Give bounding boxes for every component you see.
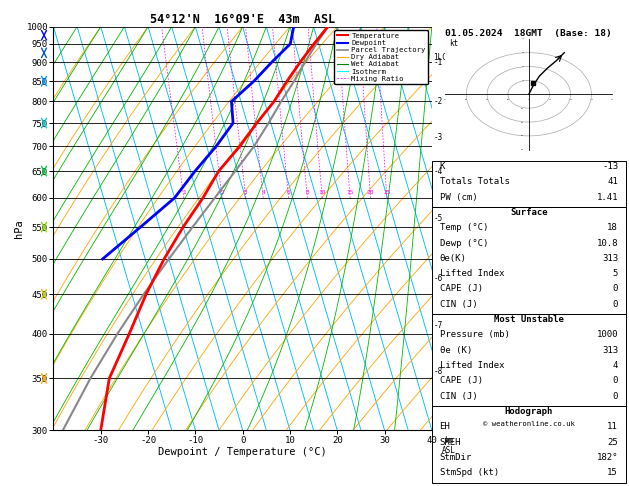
Text: -3: -3 [433, 133, 442, 142]
Text: StmDir: StmDir [440, 453, 472, 462]
Text: 313: 313 [602, 254, 618, 263]
Text: Hodograph: Hodograph [504, 407, 553, 416]
Text: 25: 25 [383, 190, 391, 195]
Text: -1: -1 [433, 57, 442, 67]
Text: 1: 1 [182, 190, 186, 195]
Text: 15: 15 [347, 190, 354, 195]
Text: 2: 2 [220, 190, 224, 195]
Text: EH: EH [440, 422, 450, 432]
Text: 8: 8 [306, 190, 309, 195]
Text: -7: -7 [433, 321, 442, 330]
Text: 0: 0 [613, 392, 618, 401]
Bar [432, 161, 626, 207]
Text: 313: 313 [602, 346, 618, 355]
Legend: Temperature, Dewpoint, Parcel Trajectory, Dry Adiabat, Wet Adiabat, Isotherm, Mi: Temperature, Dewpoint, Parcel Trajectory… [335, 30, 428, 84]
Text: 18: 18 [608, 223, 618, 232]
Text: CAPE (J): CAPE (J) [440, 284, 482, 294]
Text: km
ASL: km ASL [442, 436, 455, 455]
Text: Totals Totals: Totals Totals [440, 177, 509, 186]
Text: Lifted Index: Lifted Index [440, 269, 504, 278]
X-axis label: Dewpoint / Temperature (°C): Dewpoint / Temperature (°C) [159, 448, 327, 457]
Text: Most Unstable: Most Unstable [494, 315, 564, 324]
Text: K: K [440, 162, 445, 171]
Text: 25: 25 [608, 438, 618, 447]
Text: 0: 0 [613, 284, 618, 294]
Text: Pressure (mb): Pressure (mb) [440, 330, 509, 340]
Text: 1LCL: 1LCL [433, 52, 452, 62]
Text: 1.41: 1.41 [596, 192, 618, 202]
Text: -5: -5 [433, 213, 442, 223]
Text: 10.8: 10.8 [596, 239, 618, 247]
Text: θe (K): θe (K) [440, 346, 472, 355]
Text: -2: -2 [433, 97, 442, 106]
Text: StmSpd (kt): StmSpd (kt) [440, 469, 499, 477]
Text: Dewp (°C): Dewp (°C) [440, 239, 488, 247]
Text: CIN (J): CIN (J) [440, 300, 477, 309]
Text: 6: 6 [287, 190, 291, 195]
Text: 15: 15 [608, 469, 618, 477]
Text: SREH: SREH [440, 438, 461, 447]
Text: CAPE (J): CAPE (J) [440, 377, 482, 385]
Bar [432, 207, 626, 314]
Text: -6: -6 [433, 274, 442, 283]
Text: 4: 4 [613, 361, 618, 370]
Text: 0: 0 [613, 377, 618, 385]
Bar [432, 406, 626, 483]
Text: Temp (°C): Temp (°C) [440, 223, 488, 232]
Title: 54°12'N  16°09'E  43m  ASL: 54°12'N 16°09'E 43m ASL [150, 13, 335, 26]
Text: Lifted Index: Lifted Index [440, 361, 504, 370]
Text: -4: -4 [433, 167, 442, 175]
Bar [432, 314, 626, 406]
Text: θe(K): θe(K) [440, 254, 467, 263]
Text: Surface: Surface [510, 208, 548, 217]
Text: © weatheronline.co.uk: © weatheronline.co.uk [483, 421, 575, 427]
Text: 20: 20 [367, 190, 374, 195]
Text: 0: 0 [613, 300, 618, 309]
Text: -13: -13 [602, 162, 618, 171]
Text: 4: 4 [261, 190, 265, 195]
Text: PW (cm): PW (cm) [440, 192, 477, 202]
Text: 11: 11 [608, 422, 618, 432]
Text: 10: 10 [318, 190, 326, 195]
Text: CIN (J): CIN (J) [440, 392, 477, 401]
Text: 182°: 182° [596, 453, 618, 462]
Text: -8: -8 [433, 367, 442, 376]
Y-axis label: hPa: hPa [14, 219, 24, 238]
Text: 41: 41 [608, 177, 618, 186]
Text: 01.05.2024  18GMT  (Base: 18): 01.05.2024 18GMT (Base: 18) [445, 29, 612, 38]
Text: 1000: 1000 [596, 330, 618, 340]
Text: 3: 3 [244, 190, 248, 195]
Text: kt: kt [450, 39, 459, 48]
Text: 5: 5 [613, 269, 618, 278]
